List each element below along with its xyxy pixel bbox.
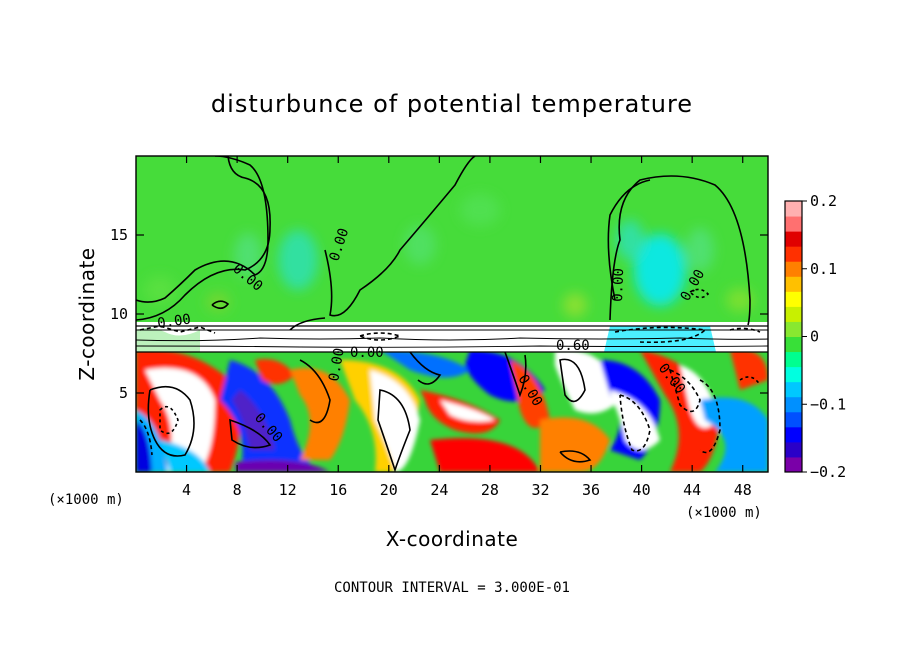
upper-perturbations — [144, 194, 754, 317]
x-tick-label: 32 — [531, 481, 549, 499]
x-unit-left: (×1000 m) — [48, 492, 124, 508]
x-tick-label: 24 — [430, 481, 448, 499]
colorbar-swatch — [785, 306, 802, 322]
colorbar-swatch — [785, 291, 802, 307]
lower-turbulence — [136, 349, 768, 472]
colorbar-tick-label: −0.1 — [810, 395, 846, 413]
x-tick-label: 16 — [329, 481, 347, 499]
contour-label: 0.00 — [610, 268, 627, 302]
colorbar-swatch — [785, 366, 802, 383]
colorbar-swatch — [785, 396, 802, 413]
x-unit-right: (×1000 m) — [686, 505, 762, 521]
x-tick-label: 36 — [582, 481, 600, 499]
colorbar-tick-label: 0.1 — [810, 260, 837, 278]
x-tick-label: 8 — [233, 481, 242, 499]
y-axis: 5 10 15 — [110, 226, 768, 402]
x-tick-label: 12 — [279, 481, 297, 499]
chart-title: disturbunce of potential temperature — [211, 90, 693, 118]
x-tick-label: 4 — [182, 481, 191, 499]
y-tick-label: 15 — [110, 226, 128, 244]
colorbar-swatch — [785, 426, 802, 443]
colorbar-swatch — [785, 246, 802, 262]
contour-label: 0.60 — [556, 338, 590, 354]
colorbar-swatch — [785, 201, 802, 217]
x-tick-label: 28 — [481, 481, 499, 499]
colorbar-swatch — [785, 351, 802, 368]
colorbar-swatch — [785, 261, 802, 277]
colorbar-swatch — [785, 216, 802, 232]
colorbar-swatch — [785, 321, 802, 337]
x-tick-label: 44 — [683, 481, 701, 499]
x-tick-label: 48 — [734, 481, 752, 499]
colorbar-swatch — [785, 276, 802, 292]
y-tick-label: 10 — [110, 305, 128, 323]
x-tick-label: 20 — [380, 481, 398, 499]
y-tick-label: 5 — [119, 384, 128, 402]
y-axis-label: Z-coordinate — [75, 247, 99, 380]
colorbar-swatch — [785, 456, 802, 473]
contour-label: 0.00 — [326, 347, 348, 383]
colorbar-swatch — [785, 411, 802, 428]
colorbar-swatch — [785, 336, 802, 353]
colorbar-tick-label: 0 — [810, 328, 819, 346]
field-plot: 0.00 0.00 0.00 0.00 0.00 0.00 0.00 0.00 … — [136, 156, 768, 472]
colorbar-swatch — [785, 441, 802, 458]
x-tick-label: 40 — [633, 481, 651, 499]
colorbar: 0.2 0.1 0 −0.1 −0.2 — [784, 192, 846, 481]
contour-label: 0.00 — [156, 311, 192, 332]
contour-lines — [136, 156, 768, 472]
contour-interval-note: CONTOUR INTERVAL = 3.000E-01 — [334, 580, 570, 596]
colorbar-tick-label: −0.2 — [810, 463, 846, 481]
x-axis: 4 8 12 16 20 24 28 32 36 40 44 48 — [182, 156, 752, 499]
contour-label: 0.00 — [350, 345, 384, 361]
colorbar-tick-label: 0.2 — [810, 192, 837, 210]
colorbar-swatch — [785, 231, 802, 247]
colorbar-swatch — [785, 381, 802, 398]
x-axis-label: X-coordinate — [386, 527, 519, 551]
